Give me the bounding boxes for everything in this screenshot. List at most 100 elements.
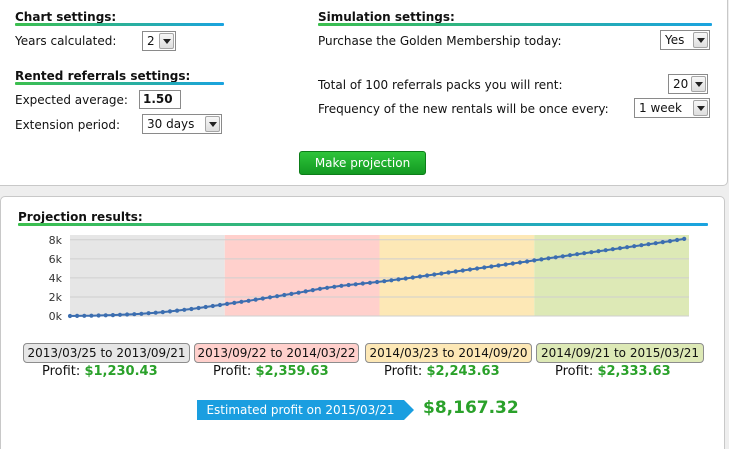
series-point [132, 312, 137, 317]
series-point [375, 279, 380, 285]
series-point [353, 282, 358, 287]
chart-settings-title: Chart settings: [15, 10, 117, 24]
profit-label: Profit: [42, 364, 81, 379]
period-profit-3: Profit: $2,243.63 [384, 364, 500, 379]
series-point [303, 289, 308, 294]
series-point [210, 303, 215, 309]
series-point [346, 282, 351, 288]
series-point [232, 300, 237, 305]
series-point [432, 272, 437, 277]
series-point [525, 259, 530, 264]
simulation-settings-underline [318, 23, 712, 26]
series-point [675, 237, 680, 243]
series-point [117, 312, 123, 317]
series-point [203, 304, 208, 310]
series-point [410, 275, 415, 280]
period-label-3: 2014/03/23 to 2014/09/20 [365, 343, 532, 363]
chevron-down-icon[interactable] [205, 116, 220, 132]
series-point [667, 239, 673, 244]
simulation-settings-title: Simulation settings: [318, 10, 455, 24]
series-point [475, 266, 480, 271]
y-tick-label: 6k [49, 253, 63, 266]
y-tick-label: 8k [49, 234, 63, 247]
series-point [589, 250, 594, 255]
period-label-1: 2013/03/25 to 2013/09/21 [23, 343, 190, 363]
series-point [82, 313, 87, 318]
extension-period-value: 30 days [147, 117, 195, 131]
y-tick-label: 4k [49, 272, 63, 285]
series-point [489, 264, 494, 269]
series-point [67, 313, 73, 319]
chevron-down-icon[interactable] [693, 32, 708, 48]
estimate-label: Estimated profit on 2015/03/21 [197, 400, 404, 420]
series-point [425, 273, 430, 278]
make-projection-button[interactable]: Make projection [299, 151, 426, 175]
series-point [267, 295, 273, 300]
referral-packs-select[interactable]: 20 [668, 74, 708, 94]
rented-referrals-underline [15, 82, 224, 85]
series-point [75, 313, 80, 318]
series-point [175, 308, 180, 313]
series-point [275, 294, 280, 299]
series-point [103, 313, 108, 318]
series-point [217, 302, 223, 308]
series-point [325, 285, 330, 290]
series-point [146, 311, 151, 316]
series-point [453, 269, 458, 274]
series-point [646, 242, 651, 247]
estimate-value: $8,167.32 [423, 398, 519, 418]
series-point [196, 305, 201, 311]
series-point [532, 258, 537, 263]
rental-frequency-value: 1 week [639, 101, 682, 115]
extension-period-select[interactable]: 30 days [142, 114, 222, 134]
series-point [110, 313, 115, 318]
series-point [567, 253, 573, 258]
period-profit-1: Profit: $1,230.43 [42, 364, 158, 379]
series-point [160, 310, 165, 315]
series-point [610, 247, 615, 252]
chevron-down-icon[interactable] [691, 76, 706, 92]
series-point [246, 298, 251, 303]
series-point [660, 240, 665, 245]
chevron-down-icon[interactable] [693, 100, 708, 116]
projection-results-title: Projection results: [18, 210, 143, 224]
period-label-2: 2013/09/22 to 2014/03/22 [194, 343, 359, 363]
years-calculated-label: Years calculated: [15, 34, 117, 48]
series-point [553, 255, 558, 260]
profit-amount: $2,359.63 [255, 364, 329, 379]
series-point [439, 271, 444, 276]
golden-membership-value: Yes [665, 33, 685, 47]
series-point [603, 248, 608, 253]
series-point [496, 263, 501, 268]
series-point [403, 276, 408, 281]
period-label-4: 2014/09/21 to 2015/03/21 [536, 343, 704, 363]
series-point [139, 311, 144, 316]
expected-average-input[interactable]: 1.50 [139, 90, 181, 109]
series-point [596, 249, 601, 254]
profit-amount: $1,230.43 [84, 364, 158, 379]
chart-band-1 [70, 235, 225, 316]
chevron-down-icon[interactable] [159, 33, 174, 49]
series-point [153, 310, 158, 315]
series-point [639, 243, 644, 248]
profit-label: Profit: [213, 364, 252, 379]
series-point [225, 301, 230, 306]
profit-amount: $2,243.63 [426, 364, 500, 379]
years-calculated-select[interactable]: 2 [142, 31, 176, 51]
series-point [460, 268, 465, 273]
golden-membership-select[interactable]: Yes [660, 30, 710, 50]
profit-label: Profit: [384, 364, 423, 379]
period-profit-2: Profit: $2,359.63 [213, 364, 329, 379]
chart-band-2 [224, 235, 380, 316]
referral-packs-value: 20 [673, 77, 689, 91]
series-point [503, 262, 508, 267]
rented-referrals-title: Rented referrals settings: [15, 69, 191, 83]
rental-frequency-select[interactable]: 1 week [634, 98, 710, 118]
chart-settings-underline [15, 23, 224, 26]
projection-results-underline [18, 223, 708, 226]
series-point [332, 284, 337, 289]
series-point [89, 313, 94, 318]
series-point [625, 245, 630, 250]
series-point [260, 296, 265, 301]
series-point [560, 254, 565, 259]
